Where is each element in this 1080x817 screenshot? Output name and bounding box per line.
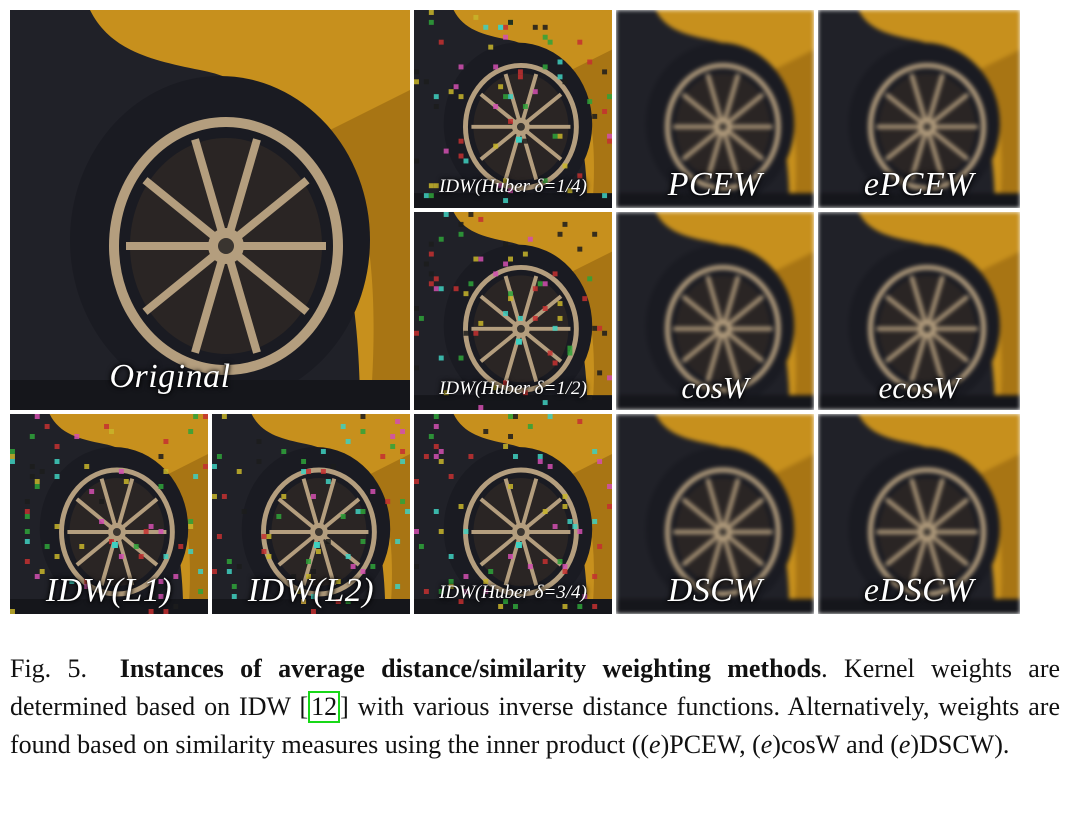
caption-text: )PCEW, ( bbox=[660, 730, 761, 759]
tile-idw-l2: IDW(L2) bbox=[212, 414, 410, 614]
figure-grid: Original IDW(Huber δ=1/4) PCEW ePCEW IDW… bbox=[10, 10, 1020, 614]
figure-caption: Fig. 5. Instances of average distance/si… bbox=[10, 650, 1060, 764]
caption-text: )DSCW). bbox=[910, 730, 1010, 759]
tile-label: ecosW bbox=[878, 370, 960, 405]
tile-label: IDW(Huber δ=3/4) bbox=[439, 582, 587, 603]
tile-label: DSCW bbox=[667, 572, 763, 609]
caption-text: . Kernel weights are determined based on… bbox=[10, 654, 1061, 721]
tile-idw-huber-1-2: IDW(Huber δ=1/2) bbox=[414, 212, 612, 410]
wheel-image bbox=[414, 414, 612, 614]
tile-idw-huber-1-4: IDW(Huber δ=1/4) bbox=[414, 10, 612, 208]
wheel-image bbox=[616, 10, 814, 208]
tile-label: eDSCW bbox=[863, 572, 975, 609]
tile-cosw: cosW bbox=[616, 212, 814, 410]
figure-number: Fig. 5. bbox=[10, 654, 88, 683]
caption-text: ] with various inverse distance function… bbox=[10, 692, 1061, 759]
caption-italic: e bbox=[760, 730, 773, 759]
tile-label: PCEW bbox=[667, 166, 763, 203]
wheel-image bbox=[414, 212, 612, 410]
wheel-image bbox=[616, 212, 814, 410]
wheel-image bbox=[212, 414, 410, 614]
tile-label: IDW(L2) bbox=[247, 572, 375, 609]
tile-label: ePCEW bbox=[863, 166, 975, 203]
tile-original: Original bbox=[10, 10, 410, 410]
tile-label: IDW(Huber δ=1/2) bbox=[439, 378, 587, 399]
tile-epcew: ePCEW bbox=[818, 10, 1020, 208]
caption-italic: e bbox=[649, 730, 661, 759]
tile-dscw: DSCW bbox=[616, 414, 814, 614]
tile-label: cosW bbox=[681, 370, 749, 405]
caption-title: Instances of average distance/similarity… bbox=[119, 654, 822, 683]
tile-edscw: eDSCW bbox=[818, 414, 1020, 614]
wheel-image bbox=[616, 414, 814, 614]
caption-text: )cosW and ( bbox=[772, 730, 899, 759]
wheel-image bbox=[818, 10, 1020, 208]
wheel-image bbox=[818, 212, 1020, 410]
tile-pcew: PCEW bbox=[616, 10, 814, 208]
tile-ecosw: ecosW bbox=[818, 212, 1020, 410]
citation-link[interactable]: 12 bbox=[308, 691, 341, 723]
wheel-image bbox=[414, 10, 612, 208]
wheel-image bbox=[818, 414, 1020, 614]
tile-label: Original bbox=[109, 358, 231, 395]
caption-italic: e bbox=[898, 730, 911, 759]
tile-idw-huber-3-4: IDW(Huber δ=3/4) bbox=[414, 414, 612, 614]
wheel-image bbox=[10, 414, 208, 614]
tile-label: IDW(Huber δ=1/4) bbox=[439, 176, 587, 197]
wheel-image bbox=[10, 10, 410, 410]
tile-label: IDW(L1) bbox=[45, 572, 173, 609]
tile-idw-l1: IDW(L1) bbox=[10, 414, 208, 614]
